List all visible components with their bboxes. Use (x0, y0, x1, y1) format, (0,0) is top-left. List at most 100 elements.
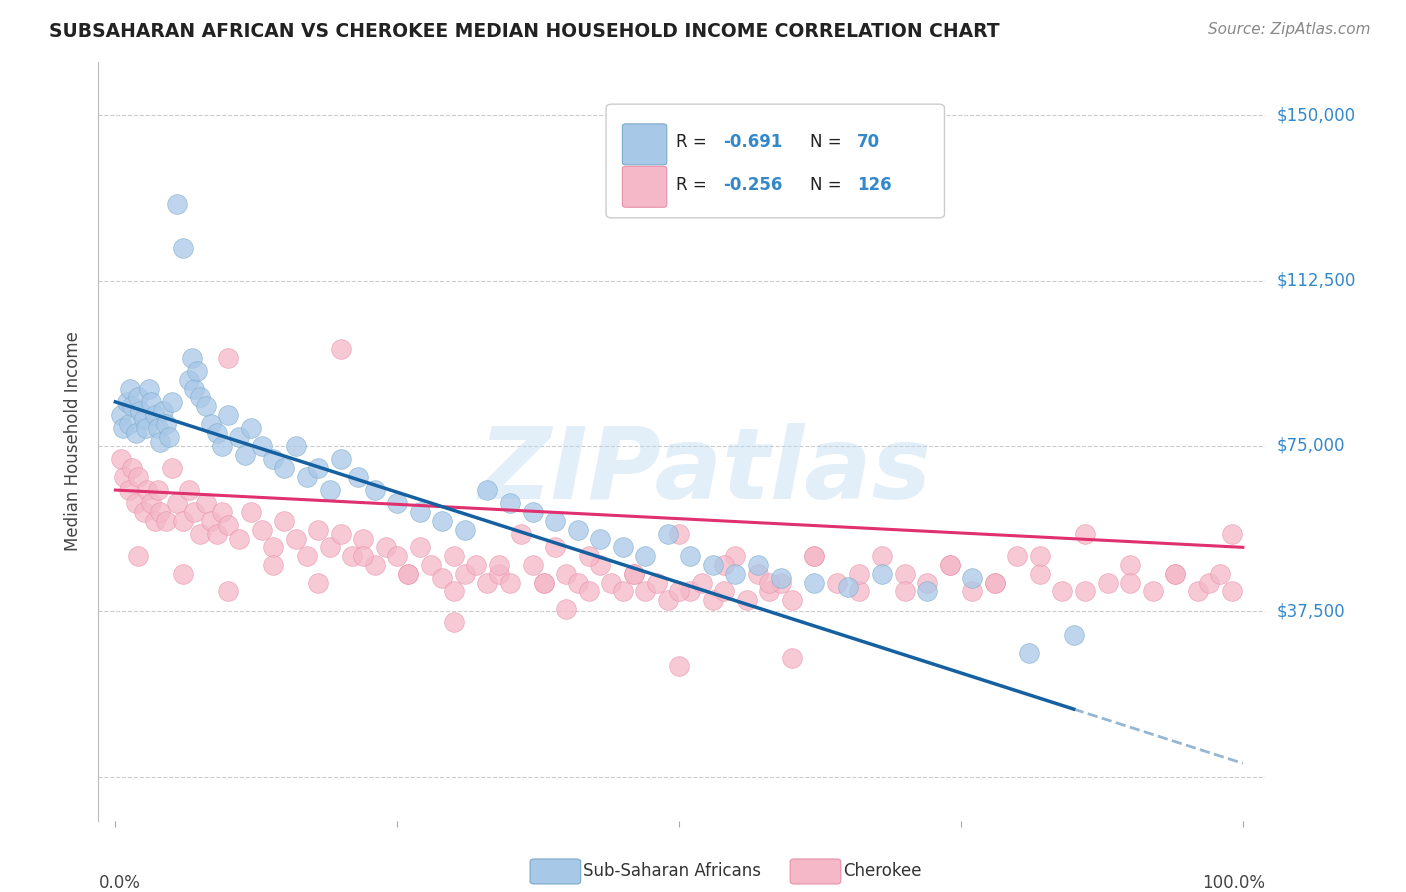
Point (780, 650, 803, 665)
Point (135, 483, 157, 497)
Point (544, 514, 567, 528)
Point (758, 575, 780, 590)
Point (522, 505, 544, 519)
Point (634, 549, 657, 563)
Point (194, 399, 217, 413)
Point (477, 575, 499, 590)
Point (848, 584, 870, 599)
Point (121, 399, 143, 413)
Point (769, 575, 792, 590)
Point (499, 575, 522, 590)
Point (780, 593, 803, 607)
Point (211, 505, 233, 519)
Point (803, 575, 825, 590)
Point (205, 425, 228, 440)
Point (138, 382, 160, 396)
Point (803, 549, 825, 563)
Point (488, 566, 510, 581)
Point (110, 408, 132, 422)
Point (1142, 584, 1164, 599)
Point (612, 584, 634, 599)
Point (409, 505, 432, 519)
Point (112, 421, 135, 435)
Point (747, 566, 769, 581)
Point (132, 505, 155, 519)
Point (1029, 549, 1052, 563)
Point (488, 558, 510, 572)
Point (657, 527, 679, 541)
Point (155, 417, 177, 431)
Point (262, 541, 284, 555)
Point (555, 602, 578, 616)
Text: 0.0%: 0.0% (98, 874, 141, 892)
Point (135, 421, 157, 435)
Point (217, 408, 239, 422)
Point (329, 527, 352, 541)
Point (295, 549, 318, 563)
Point (510, 527, 533, 541)
Point (724, 549, 747, 563)
Point (143, 514, 166, 528)
Point (870, 566, 893, 581)
Point (533, 575, 555, 590)
Point (837, 580, 859, 594)
Point (454, 523, 477, 537)
Point (1097, 575, 1119, 590)
Point (893, 584, 915, 599)
Point (578, 584, 600, 599)
Point (110, 452, 132, 467)
Point (713, 584, 735, 599)
Point (318, 541, 340, 555)
Point (188, 527, 211, 541)
Point (166, 196, 188, 211)
Point (735, 593, 758, 607)
Point (747, 558, 769, 572)
Point (420, 558, 443, 572)
Point (160, 461, 183, 475)
Point (1018, 646, 1040, 660)
Point (273, 514, 295, 528)
Point (262, 452, 284, 467)
Point (166, 496, 188, 510)
Point (522, 558, 544, 572)
Point (329, 342, 352, 356)
Text: SUBSAHARAN AFRICAN VS CHEROKEE MEDIAN HOUSEHOLD INCOME CORRELATION CHART: SUBSAHARAN AFRICAN VS CHEROKEE MEDIAN HO… (49, 22, 1000, 41)
Point (848, 566, 870, 581)
Text: 100.0%: 100.0% (1202, 874, 1265, 892)
Point (159, 430, 181, 444)
Y-axis label: Median Household Income: Median Household Income (65, 332, 83, 551)
Point (623, 566, 645, 581)
Text: 70: 70 (858, 133, 880, 151)
Point (228, 532, 250, 546)
Text: N =: N = (810, 133, 848, 151)
Point (262, 558, 284, 572)
Point (217, 518, 239, 533)
Point (273, 461, 295, 475)
Point (124, 425, 146, 440)
Point (938, 558, 960, 572)
Text: Sub-Saharan Africans: Sub-Saharan Africans (583, 863, 762, 880)
Point (183, 505, 205, 519)
Point (1063, 628, 1085, 642)
Point (533, 575, 555, 590)
Point (340, 549, 363, 563)
Point (121, 461, 143, 475)
Point (127, 470, 149, 484)
Point (960, 571, 983, 585)
Point (702, 593, 724, 607)
Point (363, 558, 385, 572)
Point (1220, 584, 1243, 599)
Point (432, 571, 454, 585)
Point (374, 541, 396, 555)
Point (589, 532, 612, 546)
Point (295, 470, 318, 484)
Point (118, 382, 141, 396)
Text: -0.691: -0.691 (723, 133, 782, 151)
Text: $75,000: $75,000 (1277, 437, 1346, 455)
Point (318, 483, 340, 497)
Point (567, 523, 589, 537)
Point (177, 483, 200, 497)
Point (645, 575, 668, 590)
Point (239, 421, 262, 435)
Point (217, 584, 239, 599)
